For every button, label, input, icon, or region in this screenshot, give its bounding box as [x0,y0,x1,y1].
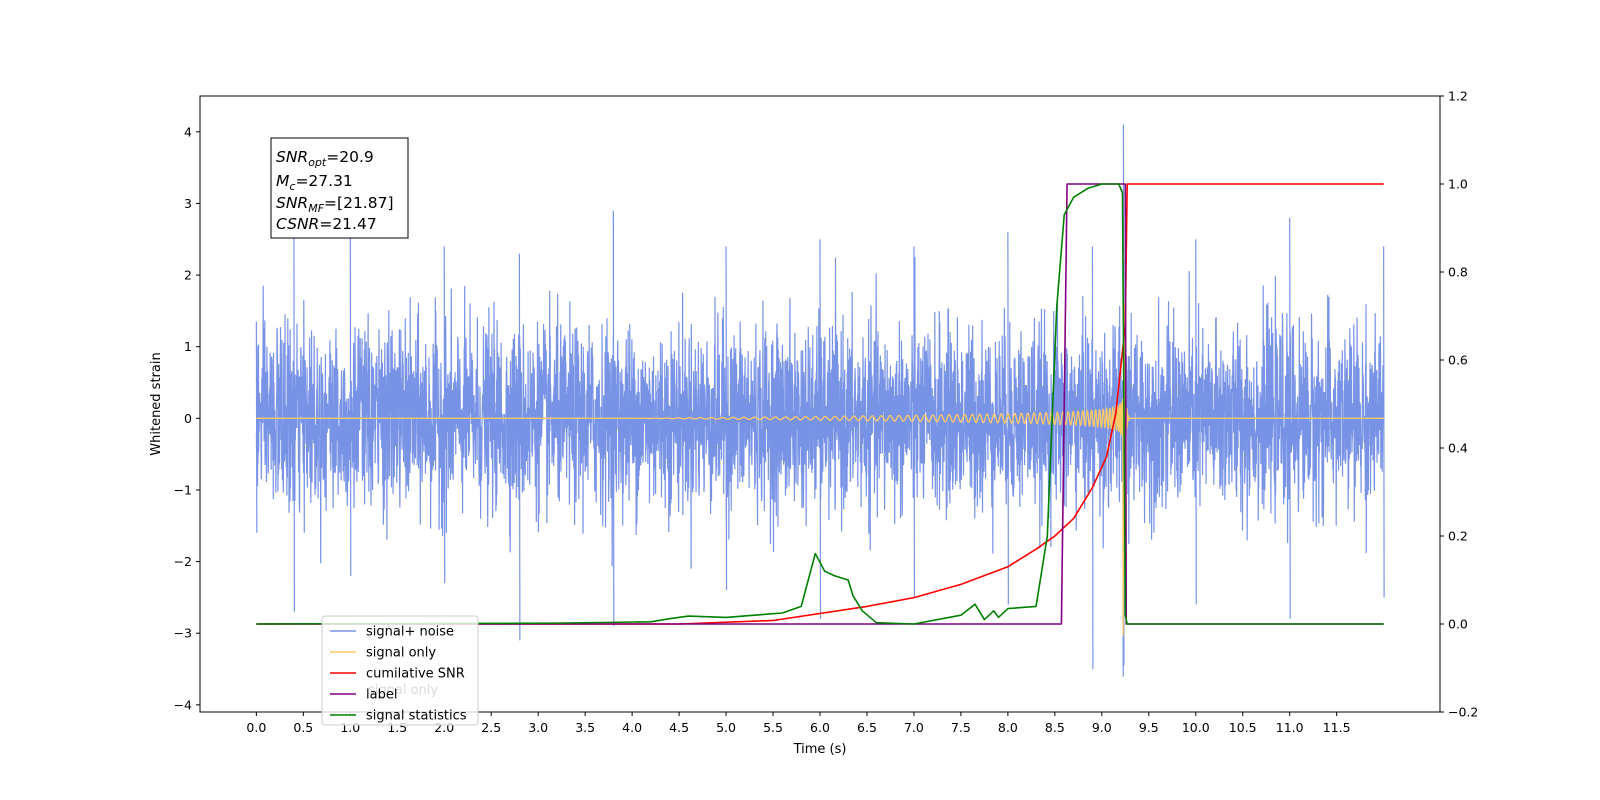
y-tick-label: −2 [174,554,192,569]
series-signal-statistics [256,183,1384,625]
y2-tick-label: 1.0 [1448,177,1468,192]
x-tick-label: 0.0 [246,720,266,735]
y-axis-label: Whitened strain [149,352,164,455]
legend-label: signal statistics [366,709,467,724]
y-tick-label: 4 [184,124,192,139]
series-signal-only [256,303,1384,636]
x-tick-label: 10.0 [1182,720,1210,735]
legend-label: cumilative SNR [366,667,465,682]
x-tick-label: 9.5 [1139,720,1159,735]
x-tick-label: 11.5 [1323,720,1351,735]
legend-ghost-label: signal only [368,683,438,698]
x-tick-label: 8.5 [1045,720,1065,735]
x-tick-label: 4.5 [669,720,689,735]
x-tick-label: 4.0 [622,720,642,735]
x-tick-label: 8.0 [998,720,1018,735]
info-box: SNRopt=20.9 Mc=27.31 SNRMF=[21.87] CSNR=… [270,137,409,239]
x-axis: 0.0 0.5 1.0 1.5 2.0 2.5 3.0 3.5 4.0 4.5 5.0 5.5 6.0 6… [246,712,1351,735]
y2-tick-label: 0.4 [1448,441,1468,456]
x-tick-label: 9.0 [1092,720,1112,735]
legend-label: signal only [366,646,436,661]
y2-tick-label: −0.2 [1448,705,1478,720]
y-tick-label: 3 [184,196,192,211]
x-axis-label: Time (s) [793,742,847,757]
y-tick-label: 2 [184,268,192,283]
x-tick-label: 3.5 [575,720,595,735]
y-tick-label: −3 [174,626,192,641]
y2-tick-label: 1.2 [1448,89,1468,104]
info-box-frame [270,137,409,239]
x-tick-label: 2.5 [481,720,501,735]
x-tick-label: 5.5 [763,720,783,735]
x-tick-label: 0.5 [293,720,313,735]
info-mc: Mc=27.31 [276,172,353,193]
x-tick-label: 6.5 [857,720,877,735]
y-tick-label: −4 [174,697,192,712]
y-tick-label: −1 [174,482,192,497]
y-axis-left: −4 −3 −2 −1 0 1 2 3 4 [174,124,200,712]
series-cumulative-snr [256,183,1384,625]
legend-frame [321,615,479,726]
legend-label: signal+ noise [366,625,454,640]
legend-label: label [366,688,397,703]
x-tick-label: 11.0 [1276,720,1304,735]
info-snr-opt: SNRopt=20.9 [276,148,374,169]
y-tick-label: 1 [184,339,192,354]
x-tick-label: 7.0 [904,720,924,735]
x-tick-label: 6.0 [810,720,830,735]
series-layer [255,124,1385,677]
x-tick-label: 5.0 [716,720,736,735]
x-tick-label: 7.5 [951,720,971,735]
y2-tick-label: 0.8 [1448,265,1468,280]
info-csnr: CSNR=21.47 [276,215,377,233]
y2-tick-label: 0.0 [1448,617,1468,632]
x-tick-label: 10.5 [1229,720,1257,735]
x-tick-label: 3.0 [528,720,548,735]
y2-tick-label: 0.6 [1448,353,1468,368]
y2-tick-label: 0.2 [1448,529,1468,544]
y-axis-right: −0.2 0.0 0.2 0.4 0.6 0.8 1.0 1.2 [1440,89,1478,720]
info-snr-mf: SNRMF=[21.87] [276,194,394,215]
y-tick-label: 0 [184,411,192,426]
